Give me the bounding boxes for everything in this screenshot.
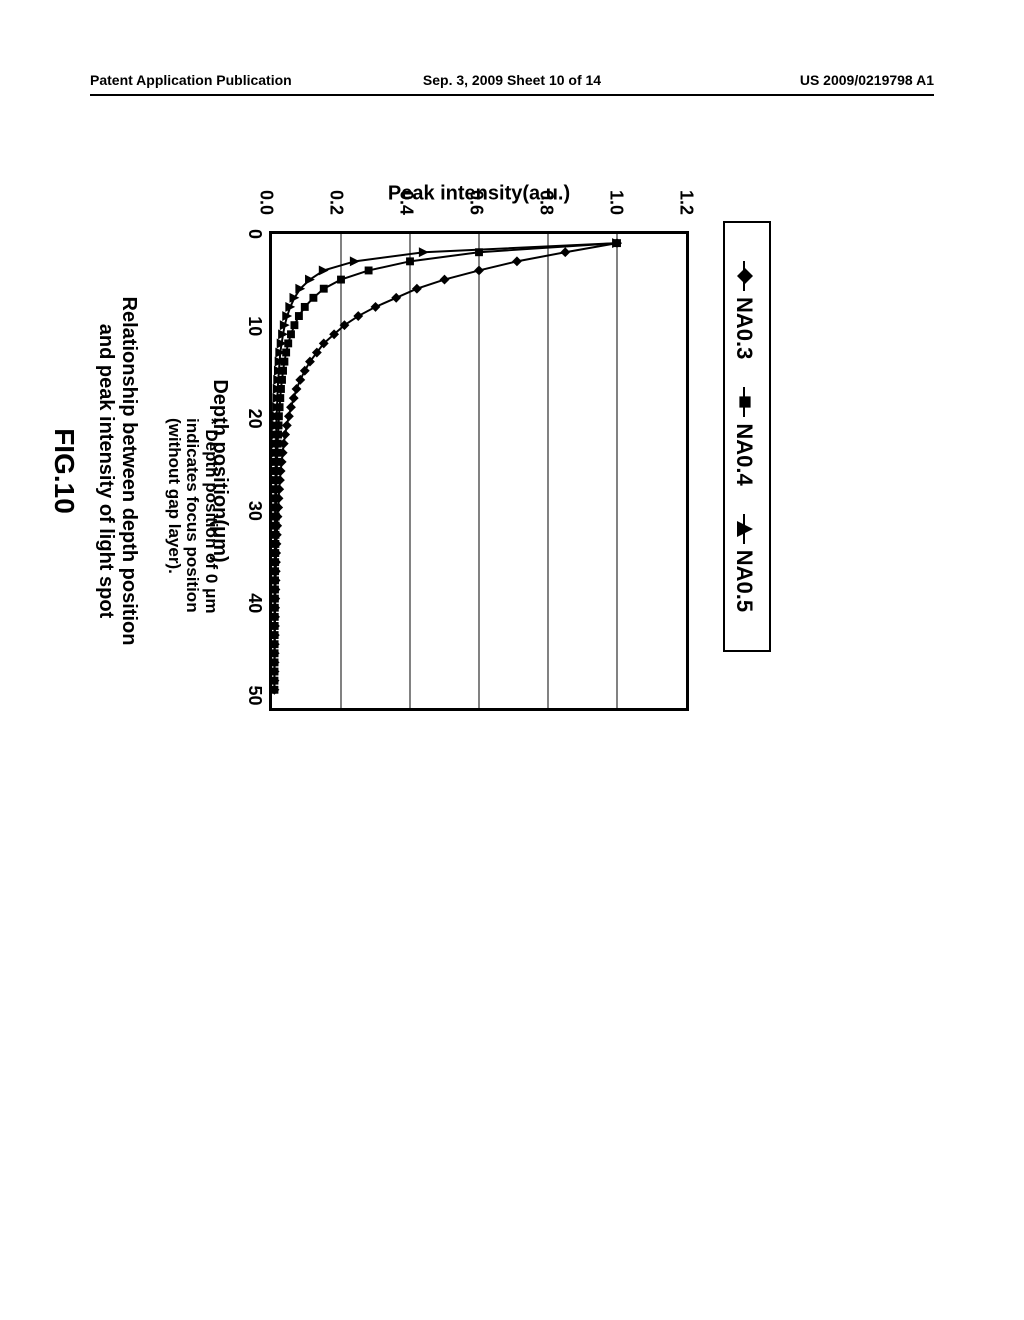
legend-item: NA0.3 bbox=[731, 261, 757, 359]
y-tick-label: 0.6 bbox=[466, 190, 487, 215]
legend-label: NA0.5 bbox=[731, 550, 757, 612]
legend-label: NA0.3 bbox=[731, 297, 757, 359]
legend-label: NA0.4 bbox=[731, 423, 757, 485]
figure: NA0.3 NA0.4 NA0.5 Peak intensity(a.u.) Dep… bbox=[269, 181, 771, 721]
y-tick-label: 0.8 bbox=[536, 190, 557, 215]
x-tick-label: 30 bbox=[244, 501, 265, 521]
y-tick-label: 1.0 bbox=[606, 190, 627, 215]
x-tick-label: 40 bbox=[244, 593, 265, 613]
x-tick-label: 20 bbox=[244, 409, 265, 429]
y-tick-label: 0.2 bbox=[326, 190, 347, 215]
chart-footnote: * Depth position of 0 μm indicates focus… bbox=[164, 418, 220, 718]
x-tick-label: 0 bbox=[244, 229, 265, 239]
legend-item: NA0.5 bbox=[731, 514, 757, 612]
figure-label: FIG.10 bbox=[48, 428, 80, 514]
y-tick-label: 0.0 bbox=[256, 190, 277, 215]
legend-item: NA0.4 bbox=[731, 387, 757, 485]
x-tick-label: 10 bbox=[244, 316, 265, 336]
header-center: Sep. 3, 2009 Sheet 10 of 14 bbox=[0, 72, 1024, 88]
y-tick-label: 1.2 bbox=[676, 190, 697, 215]
chart-legend: NA0.3 NA0.4 NA0.5 bbox=[723, 221, 771, 652]
chart-svg bbox=[272, 234, 686, 708]
chart-caption: Relationship between depth positionand p… bbox=[94, 297, 140, 646]
chart-plot-area: Peak intensity(a.u.) Depth position(μm) … bbox=[269, 231, 689, 711]
y-tick-label: 0.4 bbox=[396, 190, 417, 215]
page-header: Patent Application Publication Sep. 3, 2… bbox=[0, 72, 1024, 88]
header-rule bbox=[90, 94, 934, 96]
x-tick-label: 50 bbox=[244, 686, 265, 706]
